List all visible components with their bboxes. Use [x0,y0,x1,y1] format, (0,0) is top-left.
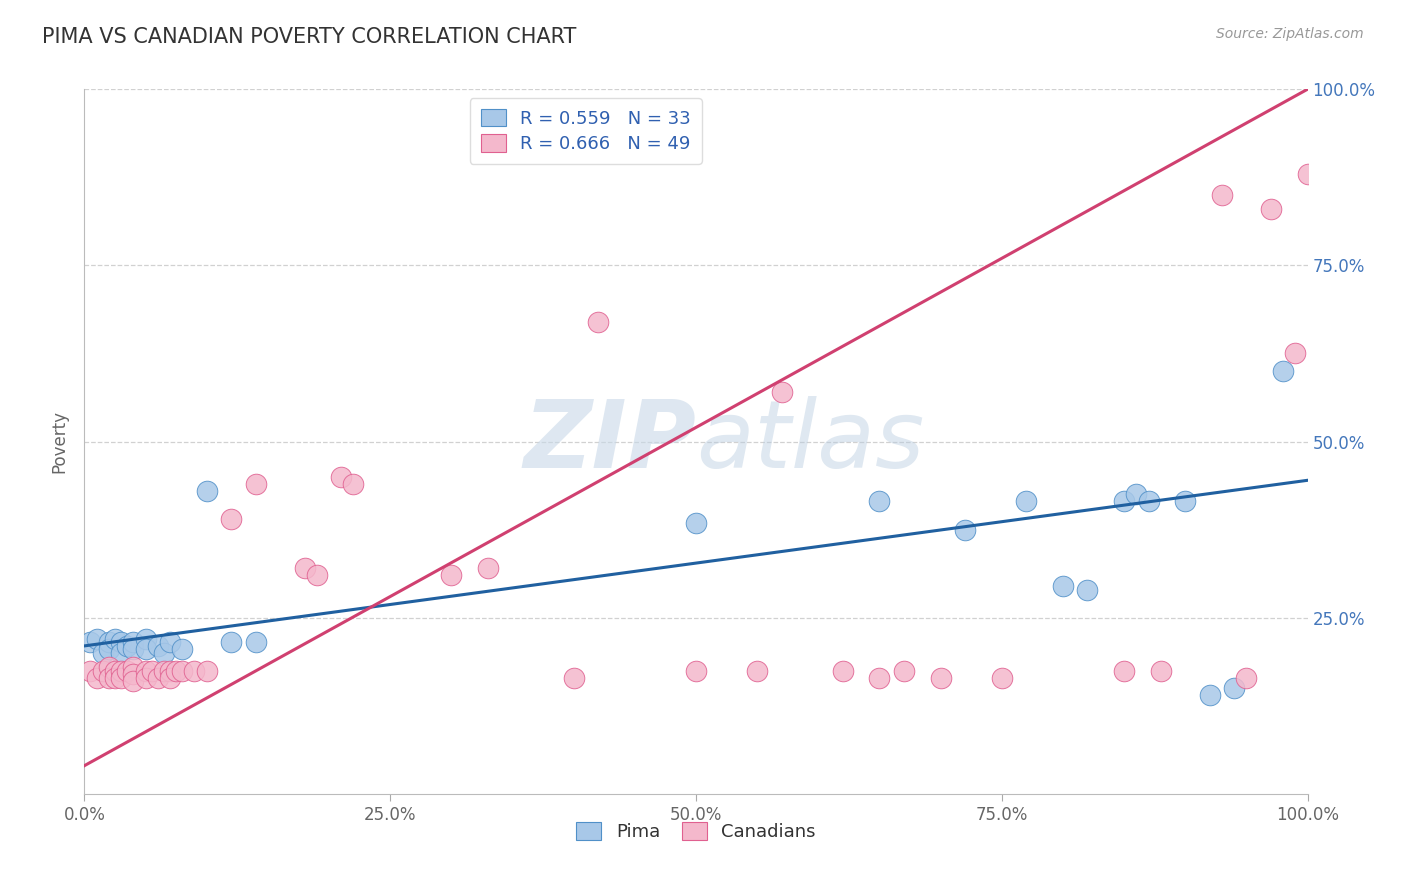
Text: Source: ZipAtlas.com: Source: ZipAtlas.com [1216,27,1364,41]
Point [97,635,120,649]
Point [79,635,101,649]
Point [747,664,769,678]
Point [172,642,194,657]
Point [219,635,242,649]
Point [477,561,499,575]
Point [685,516,707,530]
Point [1114,494,1136,508]
Point [1052,579,1074,593]
Point [146,639,169,653]
Point [195,483,218,498]
Point [1272,364,1295,378]
Point [685,664,707,678]
Point [115,664,138,678]
Text: PIMA VS CANADIAN POVERTY CORRELATION CHART: PIMA VS CANADIAN POVERTY CORRELATION CHA… [42,27,576,46]
Point [1076,582,1098,597]
Point [110,671,132,685]
Point [440,568,463,582]
Point [79,664,101,678]
Point [97,660,120,674]
Point [165,664,187,678]
Point [153,664,176,678]
Point [1211,187,1233,202]
Point [195,664,218,678]
Point [219,512,242,526]
Point [97,642,120,657]
Point [159,671,181,685]
Point [183,664,205,678]
Point [122,635,145,649]
Point [122,660,145,674]
Legend: Pima, Canadians: Pima, Canadians [569,815,823,848]
Point [172,664,194,678]
Point [141,664,163,678]
Point [245,635,267,649]
Point [1015,494,1038,508]
Point [831,664,853,678]
Point [586,315,609,329]
Point [770,385,793,400]
Point [115,639,138,653]
Point [86,632,108,646]
Point [104,632,127,646]
Point [1284,346,1306,360]
Point [330,469,353,483]
Text: ZIP: ZIP [523,395,696,488]
Point [110,635,132,649]
Point [294,561,316,575]
Point [135,664,157,678]
Point [1198,688,1220,702]
Point [135,642,157,657]
Point [91,646,114,660]
Point [135,671,157,685]
Point [122,642,145,657]
Point [110,664,132,678]
Point [1114,664,1136,678]
Point [110,646,132,660]
Point [1236,671,1258,685]
Point [146,671,169,685]
Point [122,674,145,689]
Point [893,664,915,678]
Point [104,671,127,685]
Point [929,671,952,685]
Point [1260,202,1282,216]
Point [1125,487,1147,501]
Point [122,667,145,681]
Point [953,523,976,537]
Point [342,476,364,491]
Point [97,671,120,685]
Point [1223,681,1246,696]
Point [104,664,127,678]
Point [991,671,1014,685]
Point [91,664,114,678]
Y-axis label: Poverty: Poverty [51,410,69,473]
Text: atlas: atlas [696,396,924,487]
Point [1137,494,1160,508]
Point [869,671,891,685]
Point [153,646,176,660]
Point [86,671,108,685]
Point [869,494,891,508]
Point [159,664,181,678]
Point [305,568,328,582]
Point [135,632,157,646]
Point [159,635,181,649]
Point [1174,494,1197,508]
Point [1150,664,1173,678]
Point [245,476,267,491]
Point [562,671,585,685]
Point [1296,167,1319,181]
